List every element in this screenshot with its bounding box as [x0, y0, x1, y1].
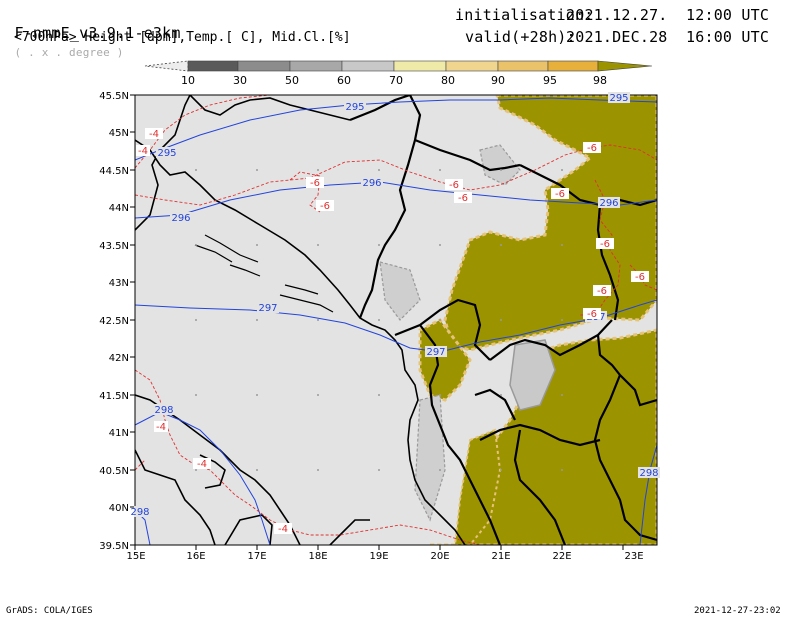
- height-contour-label: 296: [599, 198, 618, 209]
- height-contour-label: 297: [258, 303, 277, 314]
- lon-label: 16E: [186, 551, 205, 562]
- height-contour-label: 295: [609, 93, 628, 104]
- temperature-label: -6: [587, 143, 597, 154]
- colorbar-label: 98: [593, 74, 607, 87]
- init-value: 2021.12.27. 12:00 UTC: [566, 6, 770, 24]
- footer-timestamp: 2021-12-27-23:02: [694, 606, 781, 616]
- temperature-label: -4: [156, 422, 166, 433]
- height-contour-label: 298: [130, 507, 149, 518]
- lat-label: 43.5N: [99, 241, 129, 252]
- lon-label: 22E: [552, 551, 571, 562]
- temperature-label: -4: [149, 129, 159, 140]
- graticule: [195, 169, 563, 471]
- lat-label: 42N: [109, 353, 129, 364]
- islands: [194, 234, 334, 313]
- colorbar: 10 30 50 60 70 80 90 95 98: [144, 60, 653, 87]
- lat-label: 43N: [109, 278, 129, 289]
- temperature-label: -4: [278, 524, 288, 535]
- height-contour-label: 298: [639, 468, 658, 479]
- lon-label: 17E: [247, 551, 266, 562]
- lat-label: 41.5N: [99, 391, 129, 402]
- footer-credit: GrADS: COLA/IGES: [6, 606, 93, 616]
- colorbar-label: 90: [491, 74, 505, 87]
- colorbar-label: 10: [181, 74, 195, 87]
- lat-label: 45N: [109, 128, 129, 139]
- lon-label: 15E: [126, 551, 145, 562]
- temperature-label: -6: [555, 189, 565, 200]
- lon-label: 18E: [308, 551, 327, 562]
- colorbar-label: 30: [233, 74, 247, 87]
- temperature-label: -6: [310, 178, 320, 189]
- colorbar-label: 60: [337, 74, 351, 87]
- valid-label: valid(+28h):: [465, 28, 576, 46]
- cloud-patch: [509, 339, 556, 411]
- temperature-label: -6: [600, 239, 610, 250]
- colorbar-label: 95: [543, 74, 557, 87]
- lat-label: 44N: [109, 203, 129, 214]
- init-label: initialisation:: [455, 6, 594, 24]
- colorbar-label: 80: [441, 74, 455, 87]
- lat-label: 41N: [109, 428, 129, 439]
- colorbar-label: 50: [285, 74, 299, 87]
- cloud-patch: [379, 261, 421, 321]
- cloud-patch: [479, 144, 521, 186]
- lon-label: 21E: [491, 551, 510, 562]
- temperature-label: -4: [197, 459, 207, 470]
- lat-label: 40.5N: [99, 466, 129, 477]
- height-contour-label: 296: [171, 213, 190, 224]
- axis-ticks: [130, 94, 624, 550]
- grid-unit: ( . x . degree ): [14, 46, 124, 59]
- country-borders: [349, 95, 657, 545]
- colorbar-high-triangle: [597, 60, 653, 72]
- lon-label: 20E: [430, 551, 449, 562]
- lat-label: 44.5N: [99, 166, 129, 177]
- height-contour-label: 298: [154, 405, 173, 416]
- lat-label: 40N: [109, 503, 129, 514]
- height-contour-label: 296: [362, 178, 381, 189]
- temperature-label: -6: [449, 180, 459, 191]
- lon-label: 19E: [369, 551, 388, 562]
- lat-label: 39.5N: [99, 541, 129, 552]
- temperature-label: -6: [320, 201, 330, 212]
- cloud-patch: [414, 394, 446, 522]
- valid-value: 2021.DEC.28 16:00 UTC: [566, 28, 770, 46]
- model-title: F-nmmE_v3.9.1-e3km ( . x . degree ): [0, 6, 181, 60]
- height-contour-label: 295: [345, 102, 364, 113]
- lat-label: 45.5N: [99, 91, 129, 102]
- temperature-label: -6: [635, 272, 645, 283]
- temperature-label: -4: [138, 146, 148, 157]
- colorbar-label: 70: [389, 74, 403, 87]
- height-contour-label: 295: [157, 148, 176, 159]
- temperature-label: -6: [587, 309, 597, 320]
- fields-label: <700hPa> Height [dpm],Temp.[ C], Mid.Cl.…: [14, 30, 351, 45]
- lon-label: 23E: [624, 551, 643, 562]
- model-name: F-nmmE_v3.9.1-e3km: [14, 24, 181, 42]
- temperature-label: -6: [597, 286, 607, 297]
- temperature-label: -6: [458, 193, 468, 204]
- height-contour-label: 297: [426, 347, 445, 358]
- lat-label: 42.5N: [99, 316, 129, 327]
